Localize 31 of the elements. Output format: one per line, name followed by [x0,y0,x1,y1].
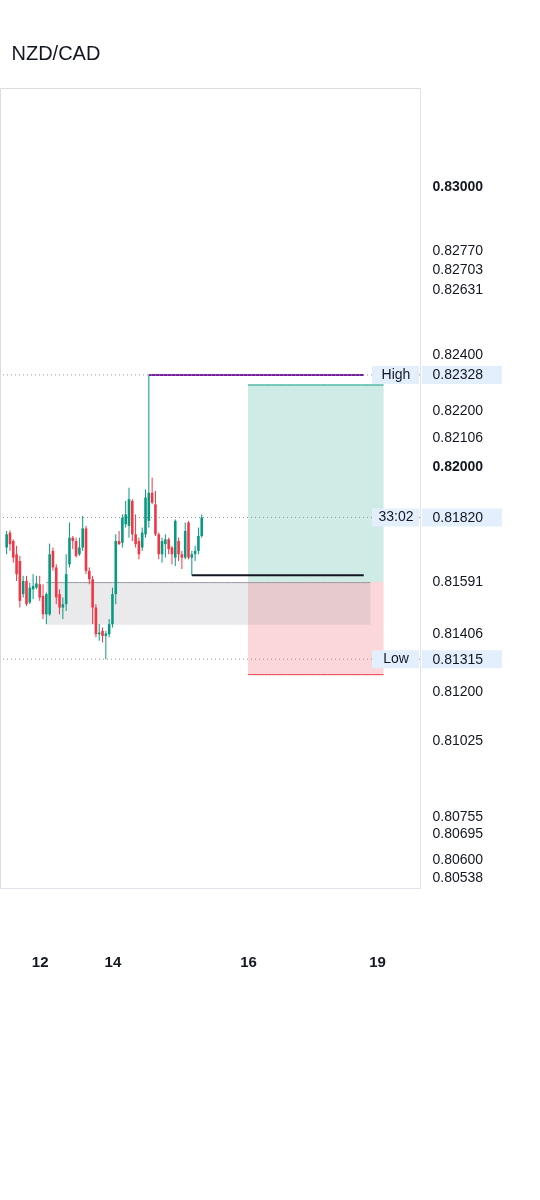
ref-line-label: High [381,365,411,382]
candlestick [25,575,28,607]
y-tick-label: 0.82400 [432,346,484,363]
x-tick-label: 14 [104,952,122,970]
y-tick-label: 0.81200 [432,683,484,700]
candlestick [164,533,167,559]
y-tick-label: 0.83000 [432,177,484,194]
y-tick-label: 0.80755 [432,807,484,824]
x-tick-label: 12 [31,952,49,970]
chart-title: NZD/CAD [11,42,101,64]
y-tick-label: 0.81591 [432,573,484,590]
y-tick-label: 0.80600 [432,851,484,868]
x-tick-label: 19 [369,952,386,970]
y-tick-label: 0.82631 [432,281,484,298]
y-tick-label: 0.82703 [432,261,484,278]
y-tick-label: 0.81315 [432,650,484,667]
y-tick-label: 0.80695 [432,824,484,841]
y-tick-label: 0.81025 [432,732,484,749]
y-tick-label: 0.82106 [432,428,484,445]
x-tick-label: 16 [240,952,257,970]
y-tick-label: 0.82200 [432,402,484,419]
y-tick-label: 0.80538 [432,868,484,885]
candlestick [81,515,84,552]
y-tick-label: 0.81406 [432,625,484,642]
y-tick-label: 0.82328 [432,366,484,383]
ref-line-label: Low [383,650,410,667]
y-tick-label: 0.82770 [432,242,484,259]
candlestick [5,530,8,555]
y-tick-label: 0.81820 [432,508,484,525]
y-tick-label: 0.82000 [432,458,484,475]
annotation: 33:02 [378,508,414,525]
